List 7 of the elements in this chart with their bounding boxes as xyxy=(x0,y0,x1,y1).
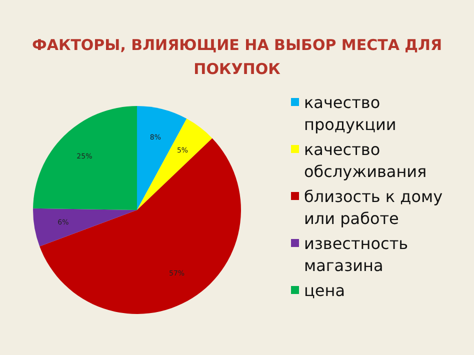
pie-slice xyxy=(33,106,137,210)
legend-label: цена xyxy=(304,281,345,300)
pie-slice xyxy=(40,138,241,314)
pie-slice xyxy=(33,208,137,246)
chart-title: ФАКТОРЫ, ВЛИЯЮЩИЕ НА ВЫБОР МЕСТА ДЛЯ ПОКУПОК xyxy=(32,36,442,78)
pie-slice xyxy=(137,118,212,210)
pie-slice xyxy=(137,106,187,210)
